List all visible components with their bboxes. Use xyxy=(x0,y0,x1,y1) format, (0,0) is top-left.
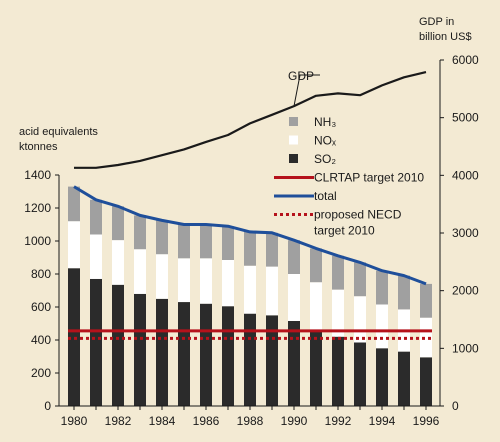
right-tick-label-1000: 1000 xyxy=(452,341,479,355)
bar-1982-NOₓ xyxy=(112,240,124,285)
left-tick-label-200: 200 xyxy=(31,366,51,380)
x-tick-label-1994: 1994 xyxy=(369,414,396,428)
legend-label-target 2010: target 2010 xyxy=(314,224,375,238)
left-tick-label-800: 800 xyxy=(31,267,51,281)
bar-1988-NH₃ xyxy=(244,231,256,266)
bar-1987-NOₓ xyxy=(222,260,234,307)
bar-1985-SO₂ xyxy=(178,302,190,406)
bar-1992-NOₓ xyxy=(332,289,344,337)
bar-1993-NH₃ xyxy=(354,262,366,297)
bar-1995-NH₃ xyxy=(398,275,410,310)
bar-1984-NOₓ xyxy=(156,254,168,299)
bar-1992-NH₃ xyxy=(332,255,344,290)
bar-1989-SO₂ xyxy=(266,315,278,407)
left-axis-label-line2: ktonnes xyxy=(19,141,58,153)
left-axis-label-line1: acid equivalents xyxy=(19,126,98,138)
right-tick-label-6000: 6000 xyxy=(452,53,479,67)
bar-1985-NH₃ xyxy=(178,224,190,259)
bar-1986-SO₂ xyxy=(200,303,212,406)
bar-1986-NOₓ xyxy=(200,258,212,304)
bar-1995-SO₂ xyxy=(398,351,410,406)
left-tick-label-600: 600 xyxy=(31,300,51,314)
bar-1988-NOₓ xyxy=(244,265,256,314)
x-tick-label-1992: 1992 xyxy=(325,414,352,428)
axes: 0 200 400 600 800 1000 1200 1400 0 1000 2000 3000 40… xyxy=(24,53,479,428)
x-tick-label-1980: 1980 xyxy=(61,414,88,428)
right-axis-label-line1: GDP in xyxy=(419,16,454,28)
legend-label-total: total xyxy=(314,189,337,203)
left-tick-label-1000: 1000 xyxy=(24,234,51,248)
bar-1991-SO₂ xyxy=(310,330,322,406)
bar-1991-NOₓ xyxy=(310,282,322,331)
bar-1996-SO₂ xyxy=(420,357,432,406)
right-tick-label-2000: 2000 xyxy=(452,284,479,298)
line-total xyxy=(73,185,427,286)
legend-swatch-NOₓ xyxy=(289,135,298,145)
legend-label-NH₃: NH₃ xyxy=(314,115,336,129)
bar-1994-NOₓ xyxy=(376,304,388,349)
bar-1985-NOₓ xyxy=(178,258,190,302)
bar-1990-NOₓ xyxy=(288,274,300,321)
right-axis-label-line2: billion US$ xyxy=(419,31,472,43)
bar-1984-SO₂ xyxy=(156,298,168,407)
bar-1991-NH₃ xyxy=(310,248,322,283)
legend-label-NOₓ: NOₓ xyxy=(314,134,336,148)
bar-1993-NOₓ xyxy=(354,296,366,343)
legend-label-SO₂: SO₂ xyxy=(314,152,336,166)
bar-1996-NOₓ xyxy=(420,317,432,358)
bar-1990-SO₂ xyxy=(288,321,300,406)
bar-1983-NOₓ xyxy=(134,249,146,294)
legend-swatch-SO₂ xyxy=(289,154,298,163)
legend: NH₃ NOₓ SO₂ CLRTAP target 2010 total proposed… xyxy=(274,115,424,238)
left-tick-label-0: 0 xyxy=(44,399,51,413)
bar-1988-SO₂ xyxy=(244,313,256,406)
gdp-line-label: GDP xyxy=(288,69,314,83)
bar-1989-NOₓ xyxy=(266,266,278,316)
bar-1981-NH₃ xyxy=(90,199,102,235)
bar-1983-SO₂ xyxy=(134,293,146,406)
bar-1993-SO₂ xyxy=(354,342,366,406)
left-tick-label-1200: 1200 xyxy=(24,201,51,215)
bar-1982-SO₂ xyxy=(112,284,124,406)
left-tick-label-400: 400 xyxy=(31,333,51,347)
bar-1994-NH₃ xyxy=(376,270,388,305)
bar-1996-NH₃ xyxy=(420,283,432,318)
bar-1983-NH₃ xyxy=(134,215,146,250)
bar-1989-NH₃ xyxy=(266,232,278,267)
legend-label-proposed NECD: proposed NECD xyxy=(314,208,402,222)
bar-1982-NH₃ xyxy=(112,206,124,241)
bar-1992-SO₂ xyxy=(332,336,344,406)
x-tick-label-1984: 1984 xyxy=(149,414,176,428)
bar-1980-NOₓ xyxy=(68,221,80,269)
bar-1990-NH₃ xyxy=(288,240,300,274)
x-tick-label-1982: 1982 xyxy=(105,414,132,428)
bar-1981-NOₓ xyxy=(90,234,102,279)
line-GDP xyxy=(74,71,427,169)
x-tick-label-1990: 1990 xyxy=(281,414,308,428)
bar-1981-SO₂ xyxy=(90,278,102,406)
bar-1986-NH₃ xyxy=(200,224,212,259)
x-tick-label-1988: 1988 xyxy=(237,414,264,428)
x-tick-label-1996: 1996 xyxy=(413,414,440,428)
right-tick-label-4000: 4000 xyxy=(452,168,479,182)
right-tick-label-3000: 3000 xyxy=(452,226,479,240)
bar-1994-SO₂ xyxy=(376,348,388,407)
left-tick-label-1400: 1400 xyxy=(24,168,51,182)
legend-label-CLRTAP target 2010: CLRTAP target 2010 xyxy=(314,171,424,185)
bar-1984-NH₃ xyxy=(156,220,168,255)
right-tick-label-0: 0 xyxy=(452,399,459,413)
x-tick-label-1986: 1986 xyxy=(193,414,220,428)
bar-1987-NH₃ xyxy=(222,226,234,260)
bar-1980-NH₃ xyxy=(68,186,80,222)
bar-1987-SO₂ xyxy=(222,306,234,406)
legend-swatch-NH₃ xyxy=(289,117,298,126)
plot-area: GDP xyxy=(68,69,432,407)
gdp-label-leader xyxy=(293,74,320,107)
right-tick-label-5000: 5000 xyxy=(452,111,479,125)
